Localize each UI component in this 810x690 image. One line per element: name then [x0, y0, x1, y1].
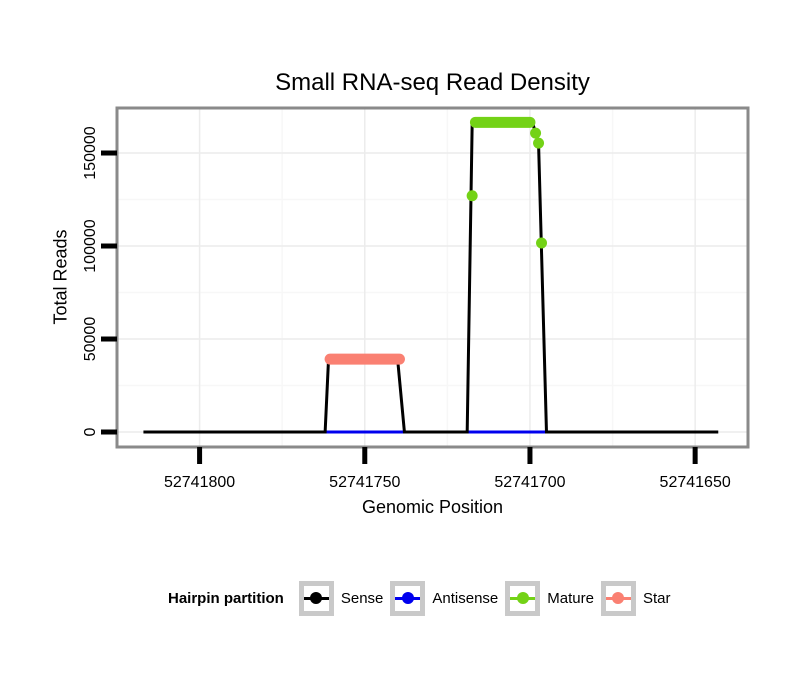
- legend-title: Hairpin partition: [168, 589, 284, 607]
- chart-title: Small RNA-seq Read Density: [275, 69, 590, 96]
- legend-entry-sense: Sense: [298, 580, 391, 616]
- y-tick: [101, 429, 117, 435]
- x-tick-label: 52741750: [329, 474, 400, 491]
- legend-label-antisense: Antisense: [432, 589, 499, 607]
- y-tick: [101, 336, 117, 342]
- legend-key-antisense: [390, 580, 426, 616]
- y-tick-label: 50000: [82, 317, 99, 362]
- x-tick: [362, 447, 368, 464]
- x-tick-label: 52741700: [494, 474, 565, 491]
- mature-point: [533, 137, 545, 149]
- y-tick-label: 150000: [82, 126, 99, 179]
- sense-line: [143, 123, 719, 434]
- y-tick-label: 0: [82, 427, 99, 436]
- mature-point: [466, 190, 478, 202]
- legend-entry-star: Star: [600, 580, 678, 616]
- legend: Hairpin partition Sense Antisense Mature: [168, 580, 677, 616]
- star-dot-icon: [612, 592, 625, 604]
- legend-label-mature: Mature: [547, 589, 594, 607]
- x-tick: [692, 447, 698, 464]
- x-tick-label: 52741800: [164, 474, 235, 491]
- mature-dot-icon: [516, 592, 529, 604]
- legend-key-star: [600, 580, 636, 616]
- mature-point: [530, 127, 542, 139]
- legend-label-sense: Sense: [340, 589, 384, 607]
- x-tick-label: 52741650: [660, 474, 731, 491]
- x-axis-title: Genomic Position: [361, 497, 504, 517]
- x-tick: [197, 447, 203, 464]
- mature-point: [536, 237, 548, 249]
- y-tick: [101, 150, 117, 156]
- x-tick: [527, 447, 533, 464]
- legend-entry-mature: Mature: [505, 580, 601, 616]
- antisense-dot-icon: [401, 592, 414, 604]
- panel-border: [115, 106, 750, 449]
- legend-key-mature: [505, 580, 541, 616]
- legend-key-sense: [298, 580, 334, 616]
- y-tick-label: 100000: [82, 219, 99, 272]
- y-tick: [101, 243, 117, 249]
- legend-entry-antisense: Antisense: [390, 580, 505, 616]
- sense-dot-icon: [310, 592, 323, 604]
- legend-label-star: Star: [642, 589, 671, 607]
